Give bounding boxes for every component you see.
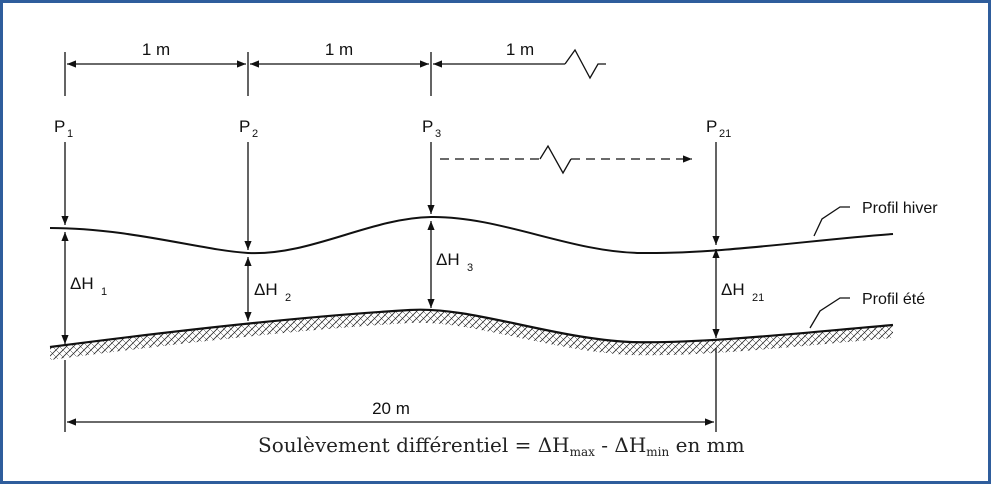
- delta-arrows: [61, 221, 720, 344]
- point-label-p3: P 3: [422, 117, 441, 140]
- svg-text:P: P: [239, 117, 250, 136]
- profile-leaders: [809, 206, 850, 329]
- svg-text:ΔH: ΔH: [70, 274, 94, 293]
- delta-label-3: ΔH 3: [436, 250, 473, 274]
- svg-text:2: 2: [252, 128, 258, 140]
- delta-label-1: ΔH 1: [70, 274, 107, 298]
- delta-label-2: ΔH 2: [254, 280, 291, 304]
- svg-text:P: P: [422, 117, 433, 136]
- ground-hatch: [50, 309, 893, 360]
- summer-profile-line: [49, 308, 894, 349]
- spacing-dimension: [64, 48, 606, 96]
- svg-text:ΔH: ΔH: [721, 280, 745, 299]
- total-dimension: [64, 348, 717, 432]
- svg-text:3: 3: [435, 128, 441, 140]
- winter-profile-label: Profil hiver: [862, 200, 938, 217]
- delta-label-21: ΔH 21: [721, 280, 764, 304]
- total-length-label: 20 m: [372, 399, 410, 418]
- winter-profile-line: [49, 215, 894, 255]
- svg-text:1: 1: [101, 286, 107, 298]
- svg-text:21: 21: [752, 292, 764, 304]
- svg-text:3: 3: [467, 262, 473, 274]
- spacing-label-1: 1 m: [142, 40, 170, 59]
- svg-text:1: 1: [67, 128, 73, 140]
- point-label-p2: P 2: [239, 117, 258, 140]
- svg-text:ΔH: ΔH: [436, 250, 460, 269]
- continuation-arrow: [440, 144, 692, 175]
- point-label-p1: P 1: [54, 117, 73, 140]
- point-label-p21: P 21: [706, 117, 731, 140]
- summer-profile-label: Profil été: [862, 291, 925, 308]
- svg-text:P: P: [54, 117, 65, 136]
- svg-text:2: 2: [285, 292, 291, 304]
- differential-heave-formula: Soulèvement différentiel = ΔHmax - ΔHmin…: [258, 433, 745, 459]
- spacing-label-3: 1 m: [506, 40, 534, 59]
- svg-text:P: P: [706, 117, 717, 136]
- drop-arrows: [61, 142, 720, 250]
- svg-text:21: 21: [719, 128, 731, 140]
- spacing-label-2: 1 m: [325, 40, 353, 59]
- svg-text:ΔH: ΔH: [254, 280, 278, 299]
